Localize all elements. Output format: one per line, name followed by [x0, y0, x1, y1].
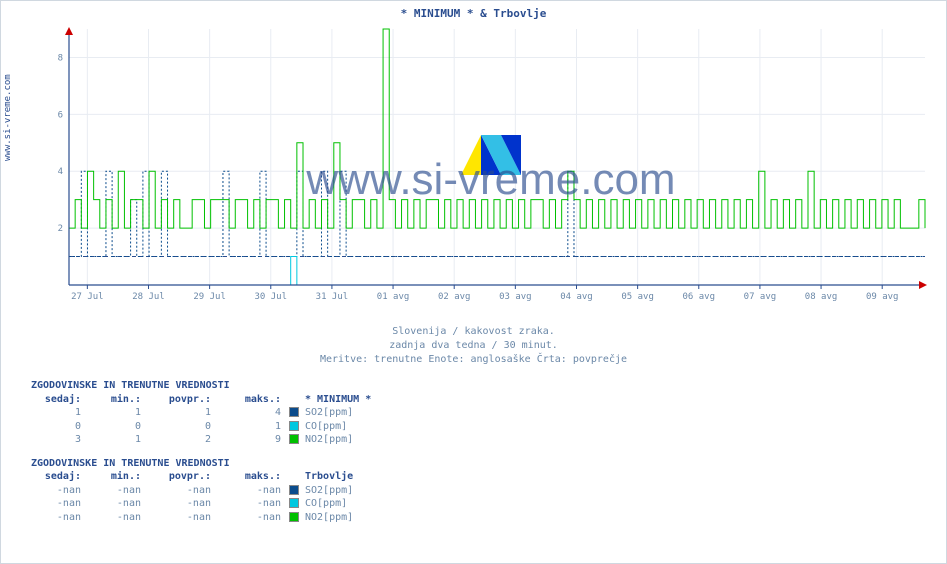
side-site-label: www.si-vreme.com	[3, 74, 13, 161]
table-row: 0001CO[ppm]	[31, 420, 401, 434]
legend-swatch	[289, 512, 299, 522]
legend-swatch	[289, 421, 299, 431]
svg-text:04 avg: 04 avg	[560, 292, 593, 302]
chart-area: 2 4 6 8 27 Jul 28 Jul 29 Jul 30 Jul 31 Jul 01 avg…	[51, 25, 931, 307]
table-title: ZGODOVINSKE IN TRENUTNE VREDNOSTI	[31, 379, 401, 393]
caption-line3: Meritve: trenutne Enote: anglosaške Črta…	[1, 353, 946, 367]
svg-text:08 avg: 08 avg	[805, 292, 838, 302]
svg-text:30 Jul: 30 Jul	[255, 292, 288, 302]
svg-text:27 Jul: 27 Jul	[71, 292, 104, 302]
legend-swatch	[289, 485, 299, 495]
legend-swatch	[289, 434, 299, 444]
chart-title: * MINIMUM * & Trbovlje	[1, 7, 946, 20]
svg-text:03 avg: 03 avg	[499, 292, 532, 302]
table-title: ZGODOVINSKE IN TRENUTNE VREDNOSTI	[31, 457, 401, 471]
watermark-logo	[461, 135, 521, 175]
chart-caption: Slovenija / kakovost zraka. zadnja dva t…	[1, 325, 946, 367]
svg-text:4: 4	[58, 167, 63, 177]
legend-swatch	[289, 498, 299, 508]
svg-text:05 avg: 05 avg	[621, 292, 654, 302]
table-row: -nan-nan-nan-nanSO2[ppm]	[31, 484, 401, 498]
svg-text:09 avg: 09 avg	[866, 292, 899, 302]
caption-line2: zadnja dva tedna / 30 minut.	[1, 339, 946, 353]
svg-text:8: 8	[58, 53, 63, 63]
data-tables: ZGODOVINSKE IN TRENUTNE VREDNOSTIsedaj:m…	[31, 379, 401, 524]
svg-text:02 avg: 02 avg	[438, 292, 471, 302]
legend-swatch	[289, 407, 299, 417]
svg-text:29 Jul: 29 Jul	[193, 292, 226, 302]
svg-text:2: 2	[58, 224, 63, 234]
svg-text:01 avg: 01 avg	[377, 292, 410, 302]
table-row: -nan-nan-nan-nanCO[ppm]	[31, 497, 401, 511]
caption-line1: Slovenija / kakovost zraka.	[1, 325, 946, 339]
table-row: -nan-nan-nan-nanNO2[ppm]	[31, 511, 401, 525]
table-header-row: sedaj:min.:povpr.:maks.:Trbovlje	[31, 470, 401, 484]
table-header-row: sedaj:min.:povpr.:maks.:* MINIMUM *	[31, 393, 401, 407]
svg-text:31 Jul: 31 Jul	[316, 292, 349, 302]
table-row: 3129NO2[ppm]	[31, 433, 401, 447]
svg-text:06 avg: 06 avg	[683, 292, 716, 302]
svg-text:28 Jul: 28 Jul	[132, 292, 165, 302]
svg-text:07 avg: 07 avg	[744, 292, 777, 302]
svg-text:6: 6	[58, 110, 63, 120]
table-row: 1114SO2[ppm]	[31, 406, 401, 420]
